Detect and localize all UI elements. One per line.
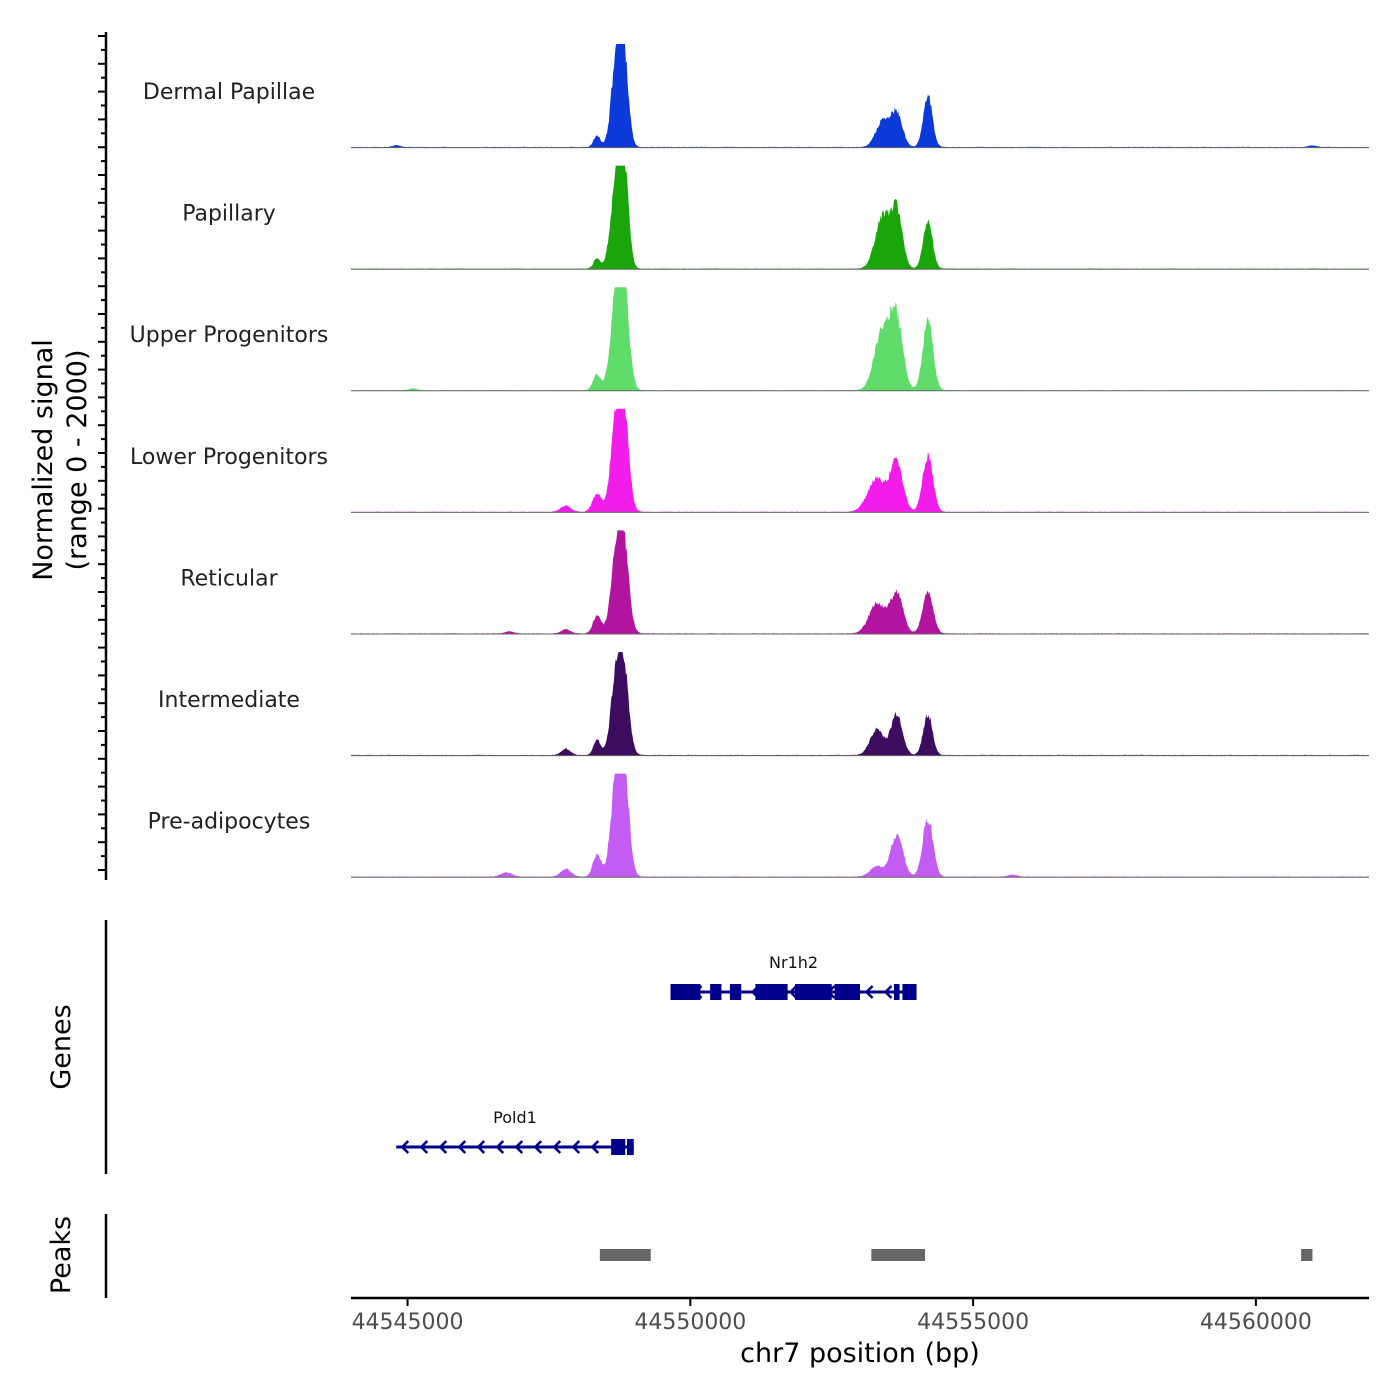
strand-arrow [788,985,798,999]
track-label: Intermediate [158,688,300,713]
x-tick-label: 44555000 [917,1310,1029,1335]
gene-label: Pold1 [493,1108,537,1127]
coverage-area [351,530,1369,634]
strand-arrow [457,1140,467,1154]
gene-label: Nr1h2 [769,953,818,972]
peaks-track [599,1249,1313,1261]
peaks-track-title: Peaks [46,1216,77,1294]
peak-region [1301,1249,1313,1261]
track-label: Lower Progenitors [130,445,328,470]
strand-arrow [864,985,874,999]
genes-track-title: Genes [46,1004,77,1089]
track-label: Upper Progenitors [130,323,329,348]
strand-arrow [495,1140,505,1154]
gene-pold1: Pold1 [396,1108,634,1155]
gene-exon [729,984,742,1000]
gene-exon [710,984,722,1000]
x-tick-label: 44545000 [352,1310,464,1335]
track-lower-progenitors: Lower Progenitors [130,408,1369,513]
coverage-area [351,652,1369,756]
track-reticular: Reticular [180,530,1369,635]
strand-arrow [438,1140,448,1154]
gene-exon [893,984,900,1000]
strand-arrow [552,1140,562,1154]
gene-exon [902,984,917,1000]
coverage-area [351,165,1369,270]
strand-arrow [419,1140,429,1154]
track-dermal-papillae: Dermal Papillae [143,44,1369,149]
gene-nr1h2: Nr1h2 [670,953,917,1000]
gene-exon [611,1139,626,1155]
peak-region [871,1249,926,1261]
y-axis-title-line2: (range 0 - 2000) [62,350,93,571]
track-label: Papillary [182,202,276,227]
coverage-y-ticks [98,35,106,871]
track-label: Pre-adipocytes [148,810,311,835]
track-pre-adipocytes: Pre-adipocytes [148,773,1369,878]
gene-exon [626,1139,634,1155]
strand-arrow [571,1140,581,1154]
strand-arrow [533,1140,543,1154]
coverage-area [351,44,1369,148]
gene-exon [794,984,832,1000]
track-papillary: Papillary [182,165,1369,270]
track-label: Reticular [180,566,278,591]
x-tick-label: 44550000 [634,1310,746,1335]
y-axis-title: Normalized signal (range 0 - 2000) [28,339,93,581]
y-axis-title-line1: Normalized signal [28,339,59,581]
track-intermediate: Intermediate [158,652,1369,757]
x-axis-ticks: 44545000 44550000 44555000 44560000 [352,1298,1312,1335]
gene-exon [755,984,788,1000]
x-tick-label: 44560000 [1200,1310,1312,1335]
track-label: Dermal Papillae [143,80,315,105]
coverage-area [351,408,1369,513]
coverage-area [351,287,1369,391]
strand-arrow [883,985,893,999]
peak-region [599,1249,651,1261]
coverage-area [351,773,1369,878]
coverage-tracks: Dermal Papillae Papillary Upper Progenitor… [130,44,1369,878]
genes-track: Nr1h2 Pold1 [396,953,917,1155]
track-upper-progenitors: Upper Progenitors [130,287,1369,392]
strand-arrow [400,1140,410,1154]
strand-arrow [476,1140,486,1154]
strand-arrow [590,1140,600,1154]
strand-arrow [514,1140,524,1154]
x-axis-title: chr7 position (bp) [740,1338,980,1369]
gene-exon [834,984,860,1000]
gene-exon [670,984,701,1000]
